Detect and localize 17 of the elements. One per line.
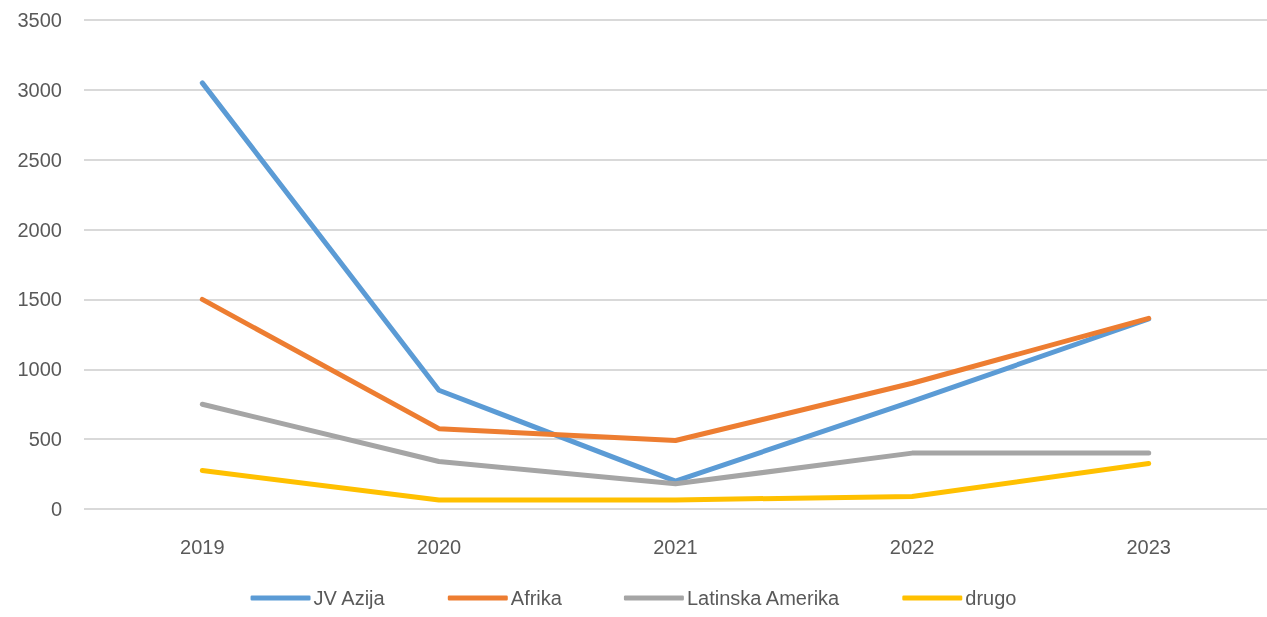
x-tick-label: 2023 xyxy=(1126,536,1171,558)
legend-label: Latinska Amerika xyxy=(686,587,841,609)
y-tick-label: 1500 xyxy=(17,288,62,311)
y-tick-label: 500 xyxy=(28,428,62,451)
y-tick-label: 2500 xyxy=(17,148,62,171)
legend-label: drugo xyxy=(965,587,1017,609)
y-tick-label: 2000 xyxy=(17,218,62,241)
x-tick-label: 2020 xyxy=(416,536,462,558)
y-tick-label: 0 xyxy=(50,498,62,520)
x-tick-label: 2021 xyxy=(653,536,698,558)
y-tick-label: 1000 xyxy=(17,358,62,381)
legend-label: Afrika xyxy=(510,587,563,609)
x-tick-label: 2019 xyxy=(180,536,225,558)
x-tick-label: 2022 xyxy=(889,536,935,558)
legend-label: JV Azija xyxy=(313,587,386,609)
y-tick-label: 3500 xyxy=(17,9,62,31)
y-tick-label: 3000 xyxy=(17,78,62,101)
